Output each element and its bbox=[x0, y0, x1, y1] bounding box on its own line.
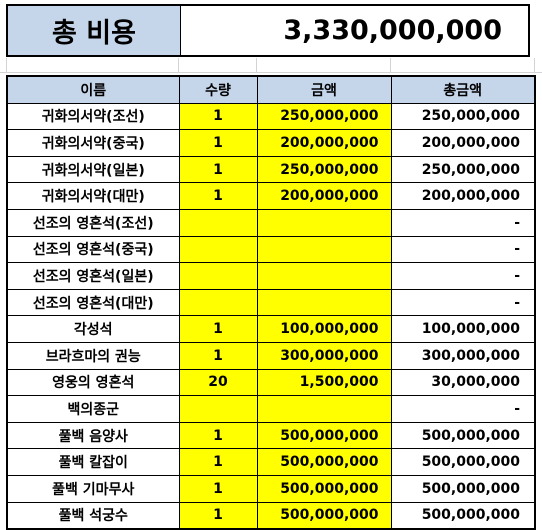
table-row: 브라흐마의 권능 1 300,000,000 300,000,000 bbox=[6, 341, 536, 370]
price-cell[interactable]: 200,000,000 bbox=[256, 182, 392, 210]
quantity-cell[interactable] bbox=[178, 288, 258, 317]
total-cell[interactable]: 500,000,000 bbox=[390, 448, 536, 476]
quantity-cell[interactable]: 1 bbox=[178, 501, 258, 530]
table-row: 영웅의 영혼석 20 1,500,000 30,000,000 bbox=[6, 368, 536, 397]
price-cell[interactable]: 500,000,000 bbox=[256, 421, 392, 450]
header-quantity[interactable]: 수량 bbox=[178, 75, 258, 104]
total-cell[interactable]: - bbox=[390, 395, 536, 423]
quantity-cell[interactable]: 1 bbox=[178, 341, 258, 370]
name-cell[interactable]: 풀백 기마무사 bbox=[6, 474, 180, 503]
total-cell[interactable]: 500,000,000 bbox=[390, 421, 536, 450]
table-row: 귀화의서약(일본) 1 250,000,000 250,000,000 bbox=[6, 155, 536, 184]
table-row: 풀백 석궁수 1 500,000,000 500,000,000 bbox=[6, 501, 536, 530]
name-cell[interactable]: 귀화의서약(일본) bbox=[6, 155, 180, 184]
total-cell[interactable]: 200,000,000 bbox=[390, 129, 536, 157]
total-cell[interactable]: 300,000,000 bbox=[390, 341, 536, 370]
name-cell[interactable]: 선조의 영혼석(대만) bbox=[6, 288, 180, 317]
name-cell[interactable]: 귀화의서약(대만) bbox=[6, 182, 180, 210]
total-cell[interactable]: 30,000,000 bbox=[390, 368, 536, 397]
price-cell[interactable]: 1,500,000 bbox=[256, 368, 392, 397]
price-cell[interactable] bbox=[256, 395, 392, 423]
table-row: 귀화의서약(대만) 1 200,000,000 200,000,000 bbox=[6, 182, 536, 210]
total-cost-label[interactable]: 총 비용 bbox=[8, 6, 181, 55]
quantity-cell[interactable]: 20 bbox=[178, 368, 258, 397]
price-cell[interactable] bbox=[256, 288, 392, 317]
name-cell[interactable]: 선조의 영혼석(일본) bbox=[6, 262, 180, 290]
header-name[interactable]: 이름 bbox=[6, 75, 180, 104]
total-cell[interactable]: - bbox=[390, 262, 536, 290]
price-cell[interactable] bbox=[256, 235, 392, 264]
price-cell[interactable] bbox=[256, 208, 392, 237]
total-cell[interactable]: - bbox=[390, 208, 536, 237]
total-cost-summary: 총 비용 3,330,000,000 bbox=[6, 4, 530, 57]
name-cell[interactable]: 선조의 영혼석(중국) bbox=[6, 235, 180, 264]
price-cell[interactable]: 100,000,000 bbox=[256, 315, 392, 343]
quantity-cell[interactable]: 1 bbox=[178, 155, 258, 184]
table-row: 귀화의서약(조선) 1 250,000,000 250,000,000 bbox=[6, 102, 536, 131]
table-row: 선조의 영혼석(중국) - bbox=[6, 235, 536, 264]
name-cell[interactable]: 풀백 음양사 bbox=[6, 421, 180, 450]
table-row: 선조의 영혼석(조선) - bbox=[6, 208, 536, 237]
name-cell[interactable]: 각성석 bbox=[6, 315, 180, 343]
quantity-cell[interactable]: 1 bbox=[178, 421, 258, 450]
header-price[interactable]: 금액 bbox=[256, 75, 392, 104]
table-row: 풀백 음양사 1 500,000,000 500,000,000 bbox=[6, 421, 536, 450]
total-cell[interactable]: - bbox=[390, 235, 536, 264]
total-cell[interactable]: 500,000,000 bbox=[390, 501, 536, 530]
name-cell[interactable]: 풀백 석궁수 bbox=[6, 501, 180, 530]
table-row: 선조의 영혼석(대만) - bbox=[6, 288, 536, 317]
price-cell[interactable]: 200,000,000 bbox=[256, 129, 392, 157]
total-cell[interactable]: - bbox=[390, 288, 536, 317]
cost-table: 이름 수량 금액 총금액 귀화의서약(조선) 1 250,000,000 250,00… bbox=[6, 75, 536, 530]
price-cell[interactable] bbox=[256, 262, 392, 290]
table-row: 선조의 영혼석(일본) - bbox=[6, 262, 536, 290]
price-cell[interactable]: 500,000,000 bbox=[256, 474, 392, 503]
quantity-cell[interactable] bbox=[178, 262, 258, 290]
total-cell[interactable]: 100,000,000 bbox=[390, 315, 536, 343]
total-cell[interactable]: 200,000,000 bbox=[390, 182, 536, 210]
name-cell[interactable]: 귀화의서약(조선) bbox=[6, 102, 180, 131]
quantity-cell[interactable]: 1 bbox=[178, 474, 258, 503]
table-header-row: 이름 수량 금액 총금액 bbox=[6, 75, 536, 104]
name-cell[interactable]: 백의종군 bbox=[6, 395, 180, 423]
quantity-cell[interactable]: 1 bbox=[178, 102, 258, 131]
table-row: 각성석 1 100,000,000 100,000,000 bbox=[6, 315, 536, 343]
spreadsheet-gridline-row bbox=[0, 58, 542, 73]
price-cell[interactable]: 500,000,000 bbox=[256, 448, 392, 476]
name-cell[interactable]: 선조의 영혼석(조선) bbox=[6, 208, 180, 237]
price-cell[interactable]: 250,000,000 bbox=[256, 155, 392, 184]
quantity-cell[interactable]: 1 bbox=[178, 315, 258, 343]
table-row: 풀백 칼잡이 1 500,000,000 500,000,000 bbox=[6, 448, 536, 476]
name-cell[interactable]: 풀백 칼잡이 bbox=[6, 448, 180, 476]
total-cell[interactable]: 500,000,000 bbox=[390, 474, 536, 503]
price-cell[interactable]: 300,000,000 bbox=[256, 341, 392, 370]
quantity-cell[interactable] bbox=[178, 235, 258, 264]
quantity-cell[interactable] bbox=[178, 395, 258, 423]
name-cell[interactable]: 영웅의 영혼석 bbox=[6, 368, 180, 397]
quantity-cell[interactable]: 1 bbox=[178, 448, 258, 476]
total-cost-value[interactable]: 3,330,000,000 bbox=[283, 15, 502, 46]
quantity-cell[interactable]: 1 bbox=[178, 129, 258, 157]
table-row: 귀화의서약(중국) 1 200,000,000 200,000,000 bbox=[6, 129, 536, 157]
header-total[interactable]: 총금액 bbox=[390, 75, 536, 104]
quantity-cell[interactable]: 1 bbox=[178, 182, 258, 210]
price-cell[interactable]: 250,000,000 bbox=[256, 102, 392, 131]
total-cell[interactable]: 250,000,000 bbox=[390, 102, 536, 131]
quantity-cell[interactable] bbox=[178, 208, 258, 237]
total-cell[interactable]: 250,000,000 bbox=[390, 155, 536, 184]
table-row: 풀백 기마무사 1 500,000,000 500,000,000 bbox=[6, 474, 536, 503]
price-cell[interactable]: 500,000,000 bbox=[256, 501, 392, 530]
name-cell[interactable]: 브라흐마의 권능 bbox=[6, 341, 180, 370]
table-row: 백의종군 - bbox=[6, 395, 536, 423]
name-cell[interactable]: 귀화의서약(중국) bbox=[6, 129, 180, 157]
